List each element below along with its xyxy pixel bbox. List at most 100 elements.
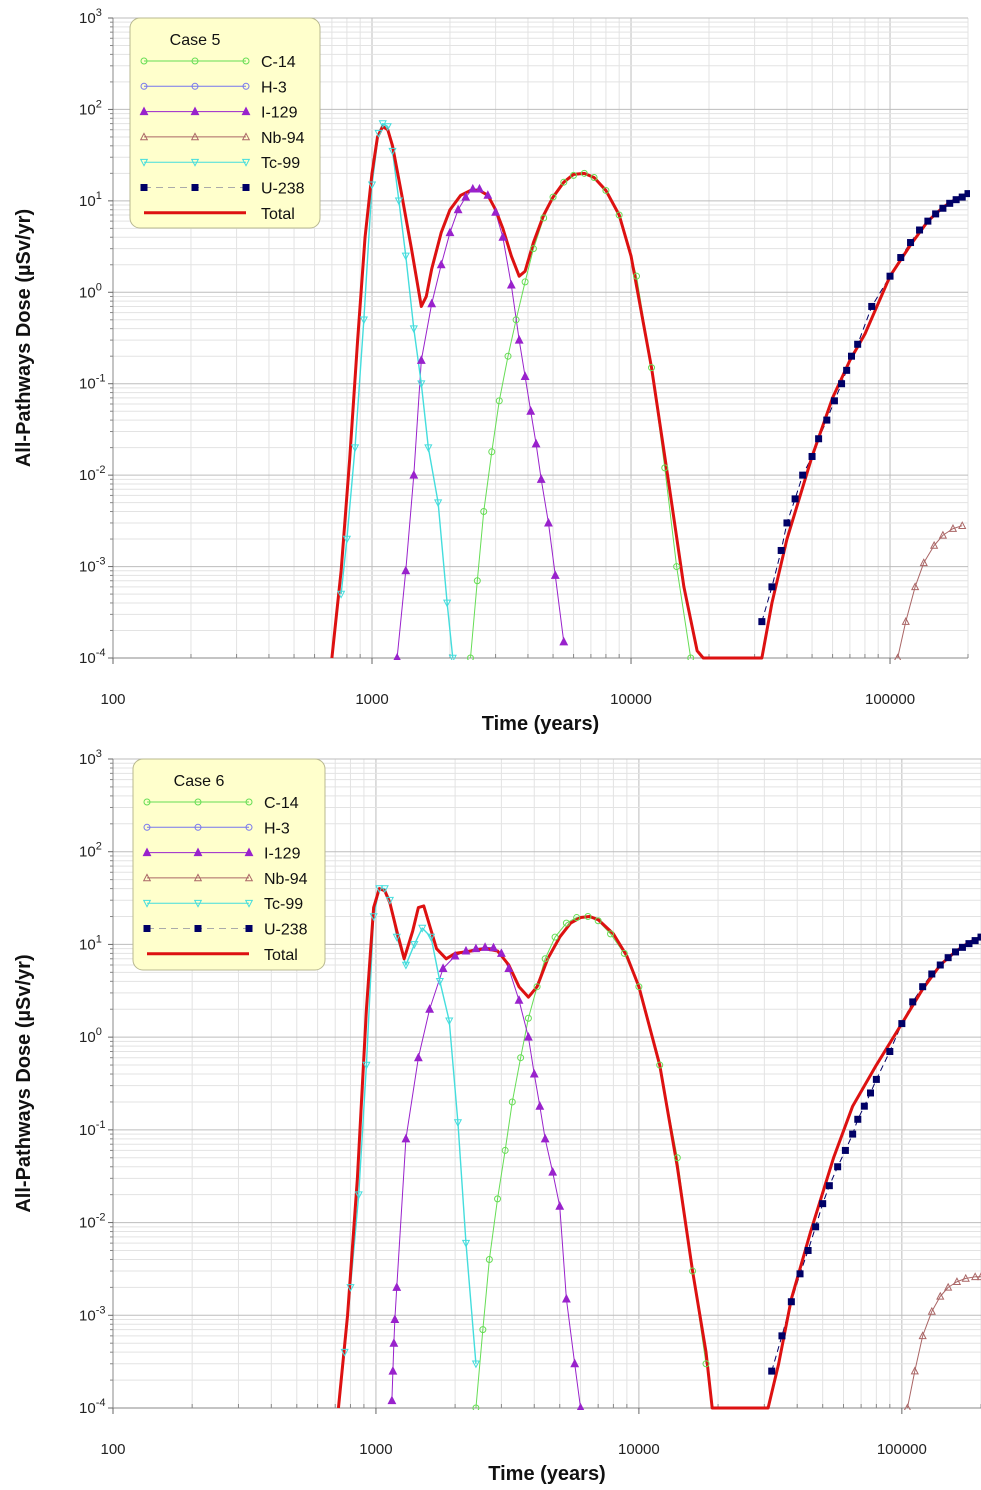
legend-marker-tc-99 xyxy=(142,899,152,908)
data-point-i-129 xyxy=(388,1366,398,1375)
data-point-c-14 xyxy=(504,352,512,360)
data-point-c-14 xyxy=(551,933,559,941)
y-tick-label-base: 10 xyxy=(79,1029,96,1046)
grid xyxy=(112,17,969,659)
legend-marker-nb-94 xyxy=(193,873,203,882)
data-point-c-14 xyxy=(648,364,656,372)
data-point-u-238 xyxy=(965,940,973,948)
data-point-u-238 xyxy=(919,983,927,991)
data-point-u-238 xyxy=(971,937,979,945)
data-point-i-129 xyxy=(514,334,524,344)
data-point-i-129 xyxy=(559,636,569,646)
data-point-nb-94 xyxy=(944,1282,953,1291)
data-point-tc-99 xyxy=(410,941,419,950)
series-line-nb-94 xyxy=(897,525,963,659)
data-point-u-238 xyxy=(977,933,981,941)
y-tick-label: 10-1 xyxy=(79,373,105,393)
data-point-c-14 xyxy=(594,917,602,925)
legend-box xyxy=(129,17,321,229)
data-point-i-129 xyxy=(520,371,530,380)
data-point-c-14 xyxy=(635,983,643,991)
data-point-i-129 xyxy=(387,1395,397,1405)
data-point-i-129 xyxy=(480,942,490,951)
data-point-i-129 xyxy=(506,279,516,289)
y-tick-label-base: 10 xyxy=(79,844,96,861)
legend-marker-u-238 xyxy=(191,184,199,191)
data-point-u-238 xyxy=(924,217,932,225)
y-tick-label-exponent: -4 xyxy=(96,647,106,659)
data-point-nb-94 xyxy=(976,1272,981,1281)
y-tick-label: 10-3 xyxy=(79,1304,105,1324)
data-point-u-238 xyxy=(777,546,785,554)
x-tick-label: 10000 xyxy=(618,1441,660,1458)
y-tick-label: 102 xyxy=(79,841,102,861)
data-point-i-129 xyxy=(461,191,471,201)
legend-title: Case 5 xyxy=(170,32,221,49)
data-point-i-129 xyxy=(483,190,493,199)
data-point-i-129 xyxy=(526,406,536,415)
y-tick-label-base: 10 xyxy=(79,559,96,576)
data-point-c-14 xyxy=(473,577,481,585)
y-tick-label-exponent: -3 xyxy=(96,556,106,568)
data-point-tc-99 xyxy=(342,535,352,544)
data-point-tc-99 xyxy=(383,123,392,132)
data-point-u-238 xyxy=(815,435,823,443)
data-point-c-14 xyxy=(633,272,641,280)
legend-title: Case 6 xyxy=(174,773,225,790)
legend-marker-h-3 xyxy=(245,823,253,831)
legend-marker-u-238 xyxy=(143,925,151,932)
data-point-u-238 xyxy=(825,1182,833,1190)
data-point-tc-99 xyxy=(354,1191,363,1200)
legend-marker-nb-94 xyxy=(244,873,254,882)
x-tick-label: 1000 xyxy=(355,691,388,708)
data-point-i-129 xyxy=(531,438,541,448)
legend-marker-u-238 xyxy=(245,925,253,932)
legend-label-u-238: U-238 xyxy=(264,922,308,939)
data-point-i-129 xyxy=(427,298,437,308)
data-point-tc-99 xyxy=(401,961,411,970)
y-tick-label-base: 10 xyxy=(79,193,96,210)
data-point-i-129 xyxy=(536,474,546,483)
data-point-c-14 xyxy=(620,949,628,957)
legend-label-nb-94: Nb-94 xyxy=(264,871,308,888)
data-point-tc-99 xyxy=(380,885,389,894)
legend-marker-nb-94 xyxy=(139,132,149,141)
legend-marker-u-238 xyxy=(194,925,202,932)
data-point-c-14 xyxy=(512,316,520,324)
legend-marker-u-238 xyxy=(242,184,250,191)
data-point-nb-94 xyxy=(971,1272,980,1281)
legend-marker-nb-94 xyxy=(142,873,152,882)
data-point-nb-94 xyxy=(919,558,928,567)
data-point-c-14 xyxy=(573,914,581,922)
y-tick-label-exponent: -3 xyxy=(96,1304,106,1316)
y-tick-label-exponent: -2 xyxy=(96,464,106,476)
data-point-u-238 xyxy=(886,272,894,280)
legend-label-h-3: H-3 xyxy=(264,820,290,837)
legend-label-i-129: I-129 xyxy=(261,105,298,122)
data-point-u-238 xyxy=(952,196,960,204)
legend-marker-i-129 xyxy=(193,847,203,857)
y-tick-label-exponent: 3 xyxy=(96,7,102,19)
x-tick-label: 100000 xyxy=(877,1441,927,1458)
legend-label-c-14: C-14 xyxy=(264,795,299,812)
data-point-tc-99 xyxy=(448,654,457,660)
data-point-c-14 xyxy=(687,654,695,660)
data-point-tc-99 xyxy=(375,885,384,894)
data-point-c-14 xyxy=(485,1255,493,1263)
x-tick-label: 100 xyxy=(100,1441,125,1458)
y-tick-label-base: 10 xyxy=(79,10,96,27)
legend-marker-h-3 xyxy=(191,82,199,90)
data-point-u-238 xyxy=(939,204,947,212)
x-tick-label: 10000 xyxy=(610,691,652,708)
y-tick-label-base: 10 xyxy=(79,467,96,484)
legend-marker-nb-94 xyxy=(241,132,251,141)
data-point-u-238 xyxy=(898,1020,906,1028)
data-point-tc-99 xyxy=(362,1061,371,1070)
data-point-nb-94 xyxy=(938,530,948,539)
data-point-c-14 xyxy=(689,1267,697,1275)
data-point-c-14 xyxy=(560,178,568,186)
legend-marker-h-3 xyxy=(242,82,250,90)
data-point-tc-99 xyxy=(374,129,383,138)
data-point-u-238 xyxy=(768,1367,776,1375)
